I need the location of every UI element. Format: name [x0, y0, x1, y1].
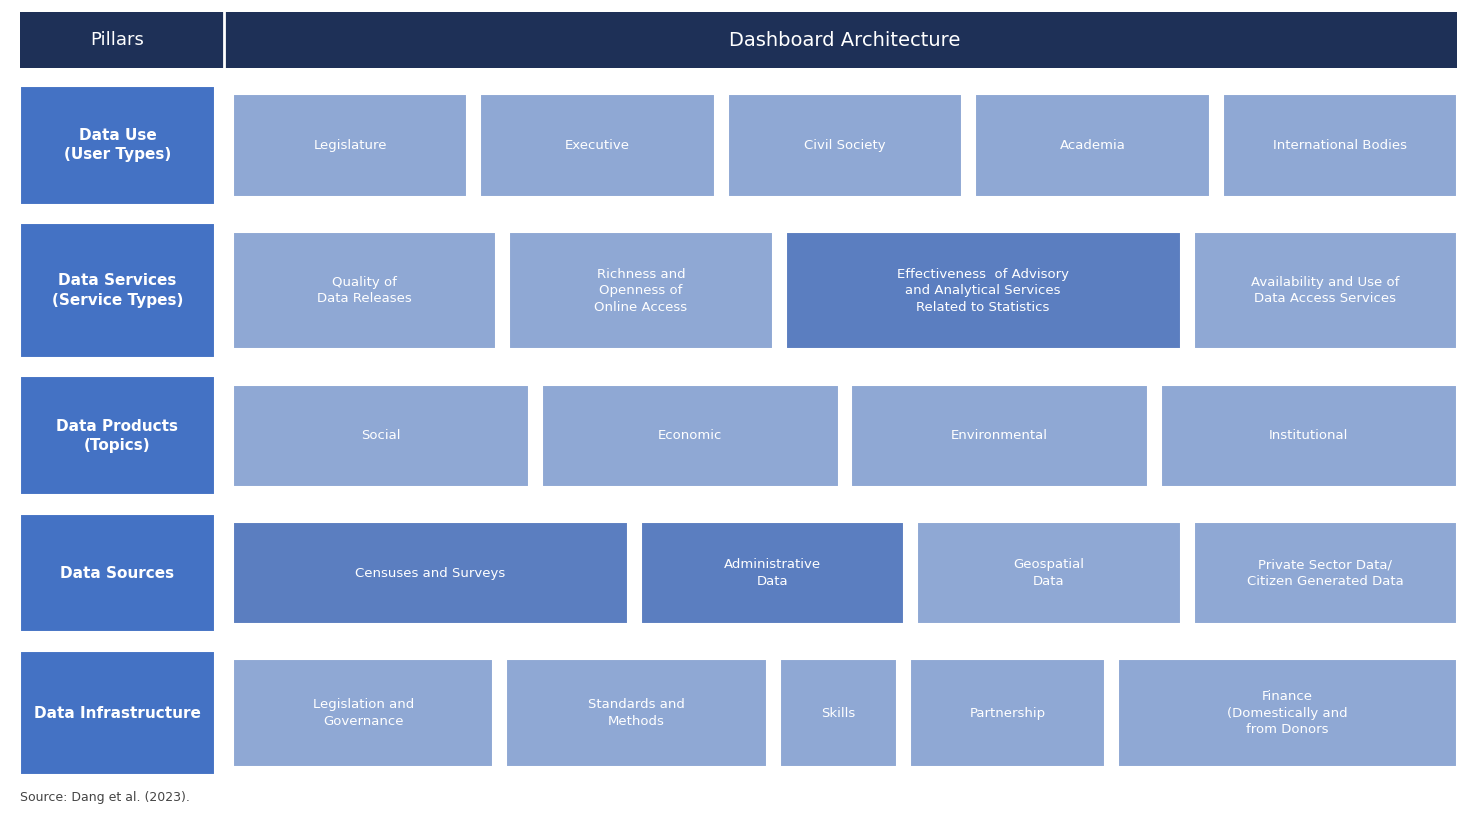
FancyBboxPatch shape: [1193, 522, 1456, 624]
FancyBboxPatch shape: [233, 232, 496, 350]
FancyBboxPatch shape: [975, 94, 1210, 197]
Text: Social: Social: [362, 429, 400, 442]
Text: Institutional: Institutional: [1269, 429, 1349, 442]
Text: Civil Society: Civil Society: [803, 139, 886, 152]
FancyBboxPatch shape: [233, 385, 529, 487]
FancyBboxPatch shape: [510, 232, 772, 350]
Text: Quality of
Data Releases: Quality of Data Releases: [318, 276, 412, 305]
FancyBboxPatch shape: [233, 522, 628, 624]
FancyBboxPatch shape: [21, 86, 216, 205]
FancyBboxPatch shape: [728, 94, 962, 197]
FancyBboxPatch shape: [1161, 385, 1456, 487]
Text: Data Services
(Service Types): Data Services (Service Types): [52, 273, 183, 307]
Text: Economic: Economic: [659, 429, 722, 442]
FancyBboxPatch shape: [1118, 659, 1456, 767]
FancyBboxPatch shape: [910, 659, 1105, 767]
FancyBboxPatch shape: [21, 224, 216, 358]
FancyBboxPatch shape: [21, 12, 1456, 68]
FancyBboxPatch shape: [233, 659, 493, 767]
Text: Legislature: Legislature: [313, 139, 387, 152]
Text: Administrative
Data: Administrative Data: [724, 559, 821, 588]
Text: Data Use
(User Types): Data Use (User Types): [64, 128, 171, 163]
Text: Data Infrastructure: Data Infrastructure: [34, 706, 201, 720]
FancyBboxPatch shape: [780, 659, 897, 767]
Text: Finance
(Domestically and
from Donors: Finance (Domestically and from Donors: [1227, 690, 1349, 736]
Text: Dashboard Architecture: Dashboard Architecture: [730, 31, 960, 50]
Text: Executive: Executive: [566, 139, 631, 152]
FancyBboxPatch shape: [233, 94, 467, 197]
FancyBboxPatch shape: [507, 659, 767, 767]
FancyBboxPatch shape: [480, 94, 715, 197]
Text: Academia: Academia: [1059, 139, 1125, 152]
Text: Effectiveness  of Advisory
and Analytical Services
Related to Statistics: Effectiveness of Advisory and Analytical…: [897, 267, 1069, 314]
FancyBboxPatch shape: [542, 385, 839, 487]
Text: Environmental: Environmental: [951, 429, 1049, 442]
Text: Pillars: Pillars: [90, 31, 145, 49]
Text: Standards and
Methods: Standards and Methods: [588, 698, 685, 728]
Text: Skills: Skills: [821, 706, 855, 720]
FancyBboxPatch shape: [852, 385, 1148, 487]
Text: Source: Dang et al. (2023).: Source: Dang et al. (2023).: [21, 791, 191, 804]
Text: Legislation and
Governance: Legislation and Governance: [313, 698, 414, 728]
FancyBboxPatch shape: [21, 376, 216, 495]
Text: Private Sector Data/
Citizen Generated Data: Private Sector Data/ Citizen Generated D…: [1247, 559, 1403, 588]
Text: Data Products
(Topics): Data Products (Topics): [56, 419, 179, 453]
Text: Censuses and Surveys: Censuses and Surveys: [356, 567, 505, 580]
FancyBboxPatch shape: [21, 651, 216, 775]
Text: Data Sources: Data Sources: [61, 566, 174, 580]
FancyBboxPatch shape: [641, 522, 904, 624]
Text: Geospatial
Data: Geospatial Data: [1013, 559, 1084, 588]
Text: Partnership: Partnership: [970, 706, 1046, 720]
FancyBboxPatch shape: [917, 522, 1180, 624]
FancyBboxPatch shape: [786, 232, 1180, 350]
FancyBboxPatch shape: [1223, 94, 1456, 197]
Text: Availability and Use of
Data Access Services: Availability and Use of Data Access Serv…: [1251, 276, 1400, 305]
Text: Richness and
Openness of
Online Access: Richness and Openness of Online Access: [594, 267, 688, 314]
Text: International Bodies: International Bodies: [1273, 139, 1406, 152]
FancyBboxPatch shape: [1193, 232, 1456, 350]
FancyBboxPatch shape: [21, 514, 216, 633]
